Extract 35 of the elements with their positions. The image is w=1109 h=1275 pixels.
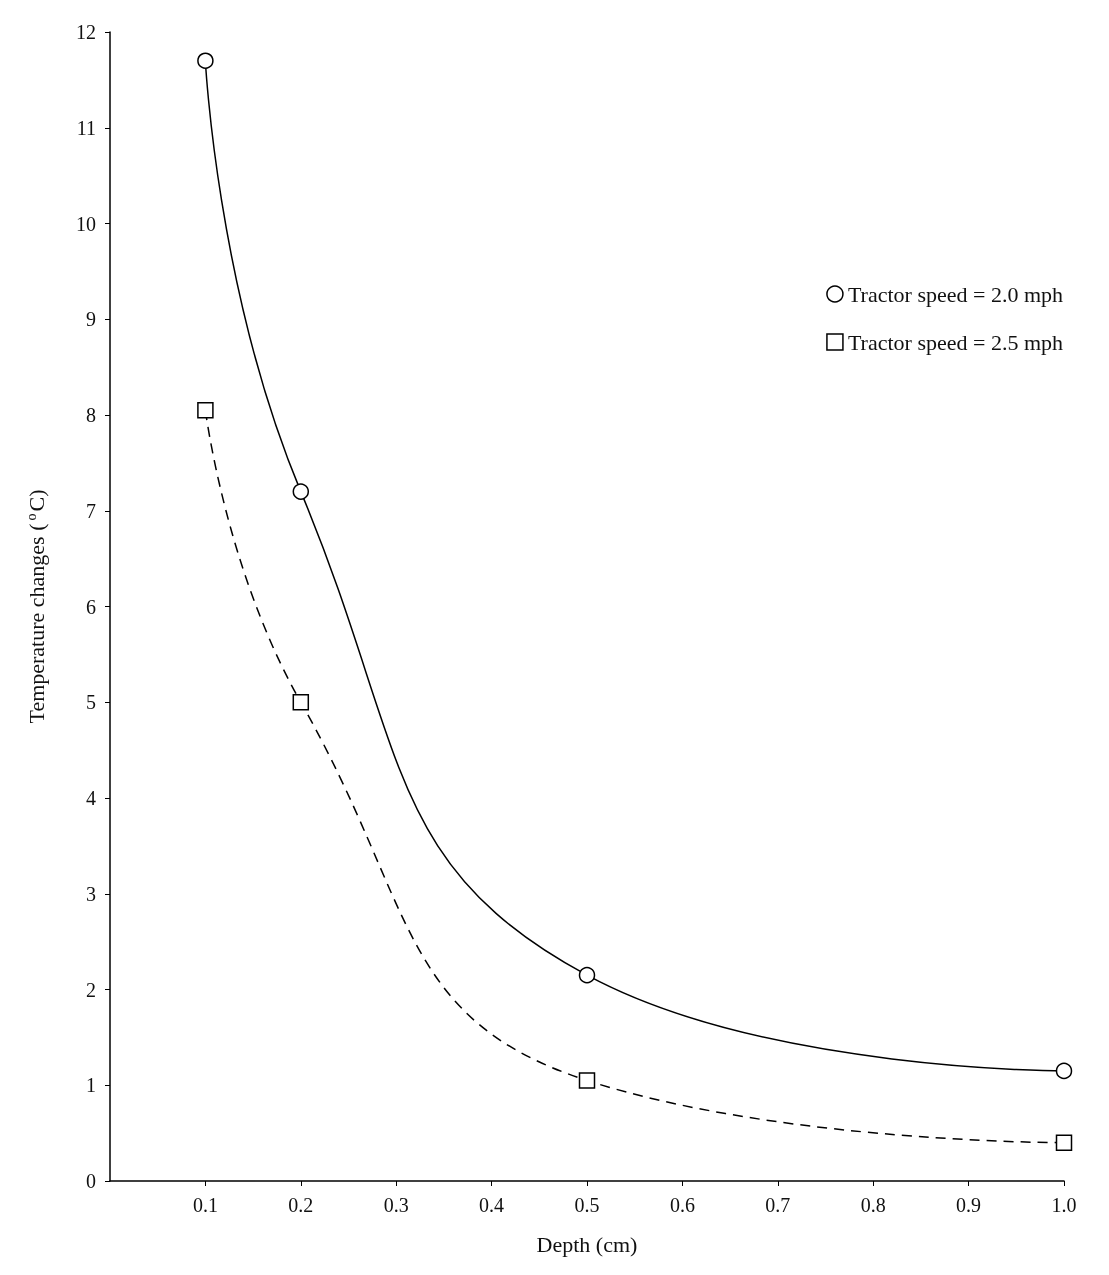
y-tick-label: 10	[76, 212, 96, 235]
y-tick-label: 7	[86, 499, 96, 522]
x-tick-label: 0.2	[288, 1194, 314, 1216]
y-tick-label: 6	[86, 595, 96, 618]
legend-label: Tractor speed = 2.0 mph	[847, 281, 1064, 307]
y-tick-label: 4	[86, 787, 96, 809]
point	[197, 401, 214, 419]
y-tick-label: 2	[86, 978, 96, 1001]
y-tick-label: 0	[86, 1170, 96, 1192]
point	[578, 1072, 596, 1089]
point	[1055, 1062, 1073, 1080]
x-tick-label: 0.7	[765, 1194, 791, 1216]
x-tick-label: 0.6	[669, 1194, 695, 1216]
x-tick-label: 0.4	[479, 1194, 505, 1216]
legend-label: Tractor speed = 2.5 mph	[847, 329, 1064, 355]
x-axis-title: Depth (cm)	[536, 1231, 638, 1257]
y-tick-label: 3	[86, 882, 96, 905]
point	[292, 694, 310, 711]
x-tick-label: 0.9	[956, 1194, 982, 1216]
y-tick-label: 11	[76, 116, 96, 139]
y-axis-title: Temperature changes (oC)	[23, 489, 49, 724]
y-tick-label: 9	[86, 308, 96, 331]
point	[197, 52, 214, 69]
y-tick-label: 12	[76, 21, 96, 43]
y-tick-label: 1	[86, 1074, 96, 1097]
point	[578, 966, 596, 984]
y-tick-label: 8	[86, 404, 96, 426]
x-tick-label: 0.8	[860, 1194, 886, 1216]
y-tick-label: 5	[86, 691, 96, 714]
x-tick-label: 0.1	[192, 1194, 218, 1216]
point	[292, 483, 310, 500]
x-tick-label: 0.5	[574, 1194, 600, 1216]
x-tick-label: 0.3	[383, 1194, 409, 1216]
x-tick-label: 1.0	[1051, 1194, 1077, 1216]
point	[1055, 1134, 1073, 1151]
